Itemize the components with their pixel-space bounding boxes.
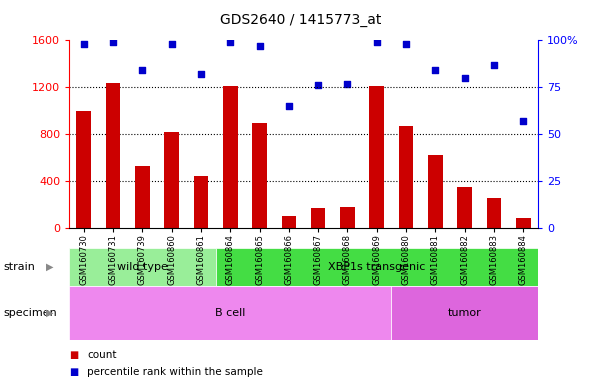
Bar [340, 207, 355, 228]
Bar [223, 86, 237, 228]
Bar [69, 248, 216, 286]
Bar [252, 122, 267, 228]
Point [519, 118, 528, 124]
Bar [281, 215, 296, 228]
Point [460, 75, 469, 81]
Point [313, 83, 323, 89]
Text: ■: ■ [69, 350, 78, 360]
Text: B cell: B cell [215, 308, 245, 318]
Text: ▶: ▶ [46, 262, 53, 272]
Text: percentile rank within the sample: percentile rank within the sample [87, 367, 263, 377]
Point [255, 43, 264, 49]
Bar [76, 111, 91, 228]
Point [343, 81, 352, 87]
Point [167, 41, 177, 47]
Text: tumor: tumor [448, 308, 481, 318]
Point [430, 67, 440, 73]
Bar [428, 155, 443, 228]
Bar [391, 286, 538, 340]
Point [401, 41, 411, 47]
Text: count: count [87, 350, 117, 360]
Bar [487, 198, 501, 228]
Text: ▶: ▶ [46, 308, 53, 318]
Bar [516, 218, 531, 228]
Text: XBP1s transgenic: XBP1s transgenic [328, 262, 426, 272]
Bar [216, 248, 538, 286]
Point [372, 39, 382, 45]
Bar [398, 126, 413, 228]
Point [284, 103, 294, 109]
Text: GDS2640 / 1415773_at: GDS2640 / 1415773_at [220, 13, 381, 27]
Bar [69, 286, 391, 340]
Text: specimen: specimen [3, 308, 56, 318]
Point [79, 41, 88, 47]
Point [138, 67, 147, 73]
Bar [164, 132, 179, 228]
Text: strain: strain [3, 262, 35, 272]
Bar [311, 208, 326, 228]
Bar [135, 166, 150, 228]
Text: ■: ■ [69, 367, 78, 377]
Point [108, 39, 118, 45]
Bar [194, 175, 209, 228]
Point [489, 62, 499, 68]
Point [196, 71, 206, 77]
Bar [106, 83, 120, 228]
Bar [370, 86, 384, 228]
Bar [457, 187, 472, 228]
Text: wild type: wild type [117, 262, 168, 272]
Point [225, 39, 235, 45]
